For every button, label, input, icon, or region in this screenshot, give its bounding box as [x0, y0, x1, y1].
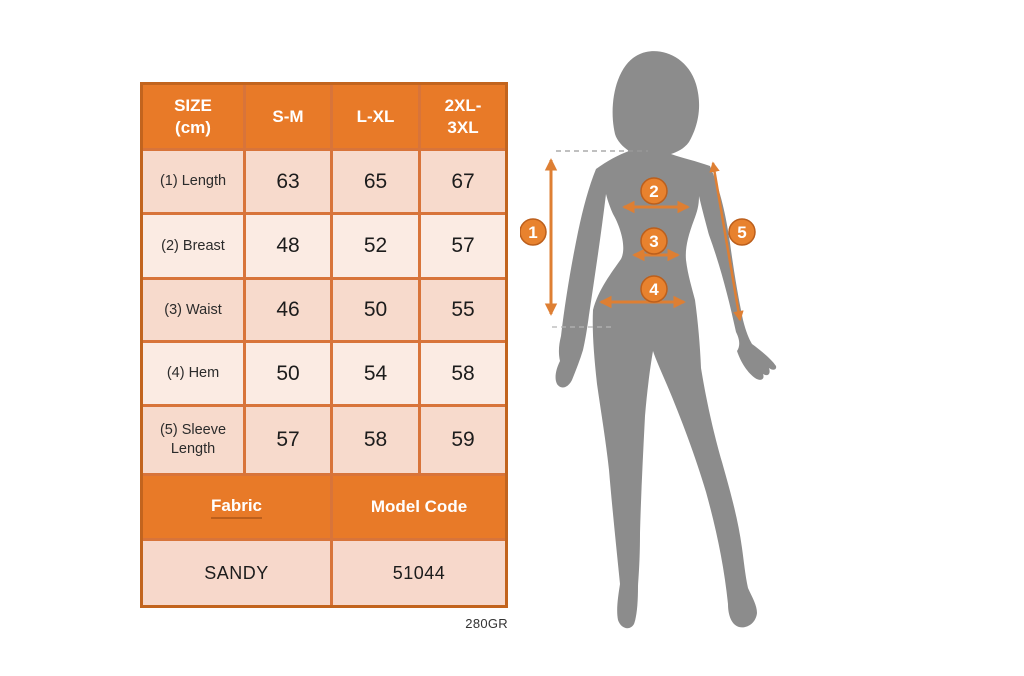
- value-breast-lxl: 52: [333, 215, 418, 277]
- measurement-marker-4: 4: [640, 275, 668, 303]
- marker-1-label: 1: [528, 223, 537, 242]
- measurement-marker-3: 3: [640, 227, 668, 255]
- row-label-waist: (3) Waist: [143, 280, 243, 340]
- measurement-marker-5: 5: [728, 218, 756, 246]
- value-hem-sm: 50: [246, 343, 330, 404]
- fabric-header-label: Fabric: [210, 495, 263, 520]
- marker-3-label: 3: [649, 232, 658, 251]
- row-label-length: (1) Length: [143, 151, 243, 212]
- row-label-hem: (4) Hem: [143, 343, 243, 404]
- value-waist-lxl: 50: [333, 280, 418, 340]
- marker-4-label: 4: [649, 280, 659, 299]
- value-sleeve-sm: 57: [246, 407, 330, 473]
- value-length-2xl3xl: 67: [421, 151, 505, 212]
- col-header-2xl-3xl: 2XL- 3XL: [421, 85, 505, 148]
- measurement-figure: 1 2 3 4 5: [519, 40, 810, 640]
- row-label-breast: (2) Breast: [143, 215, 243, 277]
- value-waist-2xl3xl: 55: [421, 280, 505, 340]
- value-length-sm: 63: [246, 151, 330, 212]
- weight-note: 280GR: [465, 616, 508, 631]
- measurement-marker-1: 1: [519, 218, 547, 246]
- col-header-l-xl: L-XL: [333, 85, 418, 148]
- value-waist-sm: 46: [246, 280, 330, 340]
- marker-2-label: 2: [649, 182, 658, 201]
- size-chart-table: SIZE (cm) S-M L-XL 2XL- 3XL (1) Length 6…: [140, 82, 508, 608]
- value-length-lxl: 65: [333, 151, 418, 212]
- value-sleeve-2xl3xl: 59: [421, 407, 505, 473]
- measurement-marker-2: 2: [640, 177, 668, 205]
- col-header-s-m: S-M: [246, 85, 330, 148]
- fabric-value: SANDY: [143, 541, 330, 605]
- model-code-value: 51044: [333, 541, 505, 605]
- marker-5-label: 5: [737, 223, 746, 242]
- value-hem-2xl3xl: 58: [421, 343, 505, 404]
- size-unit-header: SIZE (cm): [143, 85, 243, 148]
- value-breast-sm: 48: [246, 215, 330, 277]
- value-hem-lxl: 54: [333, 343, 418, 404]
- female-silhouette-icon: [555, 51, 777, 629]
- fabric-header: Fabric: [143, 476, 330, 538]
- row-label-sleeve-length: (5) Sleeve Length: [143, 407, 243, 473]
- measurement-figure-svg: 1 2 3 4 5: [519, 51, 777, 629]
- value-sleeve-lxl: 58: [333, 407, 418, 473]
- model-code-header: Model Code: [333, 476, 505, 538]
- sleeve-arrow: [709, 161, 744, 322]
- value-breast-2xl3xl: 57: [421, 215, 505, 277]
